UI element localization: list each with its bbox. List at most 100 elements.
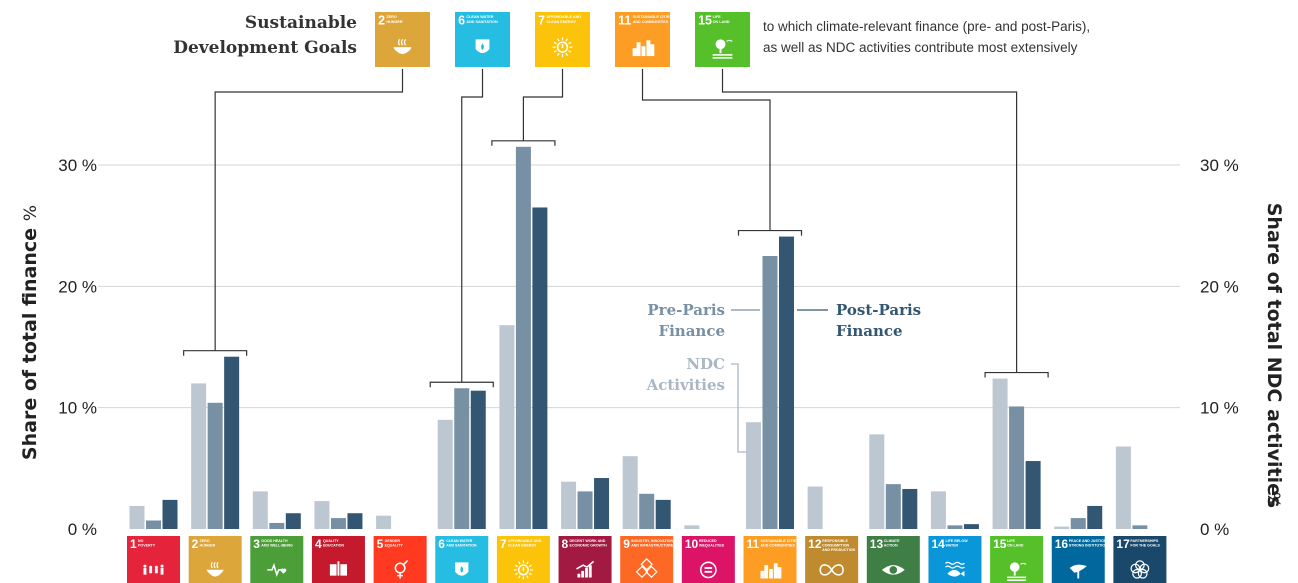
sdg-title-line2: ECONOMIC GROWTH bbox=[570, 544, 608, 548]
sdg-title-line1: GOOD HEALTH bbox=[261, 539, 288, 543]
sdg-title-line2: CLEAN ENERGY bbox=[508, 544, 537, 548]
bar-ndc-sdg-10 bbox=[684, 525, 700, 529]
bar-pre-paris-sdg-1 bbox=[146, 520, 161, 529]
sdg-number: 3 bbox=[253, 537, 260, 551]
sdg-title-line2: ON LAND bbox=[713, 20, 730, 24]
bar-post-paris-sdg-13 bbox=[902, 488, 918, 529]
bracket-sdg-2 bbox=[183, 350, 248, 356]
right-axis-title: Share of total NDC activities bbox=[1263, 203, 1285, 508]
sdg-number: 6 bbox=[438, 537, 445, 551]
legend-pre-paris-line1: Pre-Paris bbox=[647, 301, 725, 319]
header-title-line2: Development Goals bbox=[173, 38, 357, 58]
connector-sdg-15 bbox=[721, 69, 1018, 373]
cubes-icon bbox=[635, 557, 658, 579]
sdg-number: 8 bbox=[562, 537, 569, 551]
sdg-title-line1: LIFE BELOW bbox=[945, 539, 968, 543]
sdg-title-line1: SUSTAINABLE CITIES bbox=[633, 15, 673, 19]
bar-post-paris-sdg-15 bbox=[1025, 461, 1041, 529]
sdg-number: 1 bbox=[130, 537, 137, 551]
sdg-title-line2: STRONG INSTITUTIONS bbox=[1069, 544, 1111, 548]
bar-post-paris-sdg-3 bbox=[285, 513, 301, 529]
bar-pre-paris-sdg-14 bbox=[947, 525, 963, 529]
sdg-number: 12 bbox=[808, 537, 822, 551]
legend-post-paris-line2: Finance bbox=[836, 322, 903, 340]
bar-post-paris-sdg-4 bbox=[347, 513, 363, 529]
bar-ndc-sdg-1 bbox=[129, 505, 145, 529]
connector-sdg-6 bbox=[461, 69, 484, 383]
sdg-number: 10 bbox=[685, 537, 699, 551]
sdg-number: 5 bbox=[377, 537, 384, 551]
water-drop-icon bbox=[475, 39, 490, 54]
sdg-title-line1: CLEAN WATER bbox=[446, 539, 472, 543]
bar-pre-paris-sdg-9 bbox=[639, 493, 655, 529]
tile-background bbox=[127, 536, 180, 583]
sdg-number: 4 bbox=[315, 537, 322, 551]
left-axis-unit: % bbox=[21, 205, 41, 221]
water-drop-icon bbox=[455, 562, 469, 576]
bar-ndc-sdg-9 bbox=[622, 456, 638, 529]
bar-pre-paris-sdg-13 bbox=[885, 484, 901, 529]
sdg-title-line1: LIFE bbox=[713, 15, 722, 19]
sdg-title-line1: PEACE AND JUSTICE bbox=[1069, 539, 1107, 543]
sdg-title-line1: CLIMATE bbox=[884, 539, 900, 543]
sdg-title-line1: DECENT WORK AND bbox=[570, 539, 606, 543]
bar-ndc-sdg-8 bbox=[561, 481, 577, 529]
tile-background bbox=[805, 536, 859, 583]
sdg-title-line1: CLEAN WATER bbox=[466, 15, 493, 19]
sdg-number: 7 bbox=[538, 13, 545, 27]
connector-lines bbox=[214, 69, 1018, 383]
sdg-number: 6 bbox=[458, 13, 465, 27]
growth-chart-icon bbox=[576, 560, 595, 578]
sdg-number: 16 bbox=[1055, 537, 1069, 551]
header-note-line1: to which climate-relevant finance (pre- … bbox=[763, 19, 1090, 34]
gender-icon bbox=[394, 559, 409, 579]
sdg-title-line1: SUSTAINABLE CITIES bbox=[761, 539, 799, 543]
sdg-title-line1: REDUCED bbox=[699, 539, 717, 543]
sun-power-icon bbox=[552, 37, 573, 58]
bar-ndc-sdg-2 bbox=[191, 383, 207, 529]
sdg-number: 15 bbox=[993, 537, 1007, 551]
bar-pre-paris-sdg-4 bbox=[330, 518, 346, 529]
gridlines bbox=[98, 164, 1180, 409]
header-note-line2: as well as NDC activities contribute mos… bbox=[763, 40, 1078, 55]
left-tick-label: 0 % bbox=[68, 520, 97, 539]
legend-pre-paris-line2: Finance bbox=[658, 322, 725, 340]
bar-post-paris-sdg-11 bbox=[779, 236, 794, 529]
connector-sdg-7 bbox=[522, 69, 564, 141]
bar-pre-paris-sdg-11 bbox=[762, 256, 778, 529]
sdg-number: 9 bbox=[623, 537, 630, 551]
sdg-title-line2: FOR THE GOALS bbox=[1130, 544, 1160, 548]
bracket-sdg-7 bbox=[491, 140, 556, 146]
city-icon bbox=[760, 563, 782, 579]
bar-ndc-sdg-14 bbox=[930, 491, 946, 529]
heartbeat-icon bbox=[267, 562, 287, 577]
city-icon bbox=[632, 40, 655, 57]
sdg-title-line2: ON LAND bbox=[1007, 544, 1024, 548]
sdg-number: 11 bbox=[618, 13, 631, 27]
header-title-line1: Sustainable bbox=[245, 13, 357, 33]
sdg-number: 2 bbox=[378, 13, 385, 27]
tile-background bbox=[1113, 536, 1167, 583]
sdg-title-line1: NO bbox=[138, 539, 144, 543]
book-icon bbox=[329, 561, 347, 576]
tile-background bbox=[990, 536, 1044, 583]
left-tick-label: 20 % bbox=[58, 277, 97, 296]
bracket-sdg-11 bbox=[737, 229, 803, 236]
sdg-title-line2: AND SANITATION bbox=[466, 20, 498, 24]
tree-icon bbox=[1007, 562, 1027, 581]
bar-ndc-sdg-5 bbox=[376, 515, 392, 529]
bar-post-paris-sdg-14 bbox=[963, 524, 979, 529]
